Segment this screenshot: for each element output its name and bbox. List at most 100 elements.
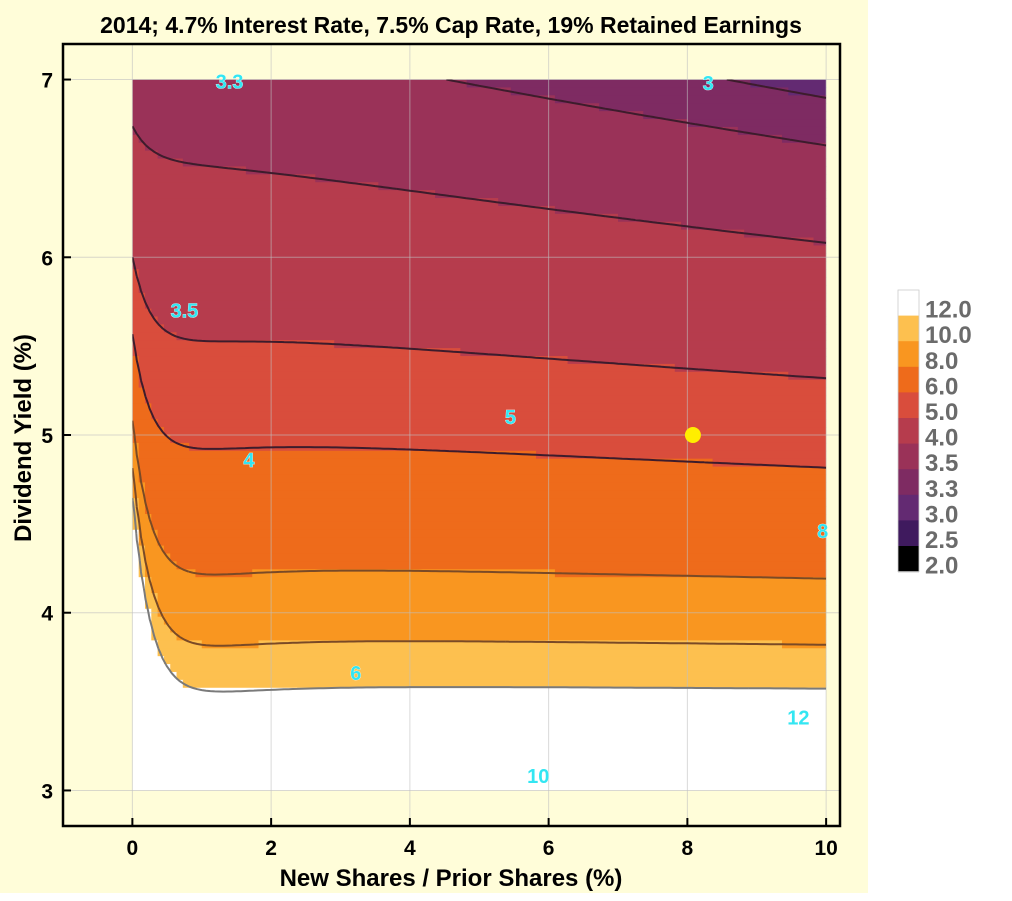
contour-band-cell <box>132 569 140 578</box>
contour-band-cell <box>466 79 752 89</box>
contour-band-cell <box>132 150 159 160</box>
contour-band-cell <box>132 348 461 357</box>
contour-band-cell <box>132 482 146 491</box>
contour-band-cell <box>182 158 827 168</box>
contour-band-cell <box>138 498 146 507</box>
contour-band-cell <box>132 553 140 562</box>
x-tick-label: 0 <box>127 837 139 860</box>
contour-band-cell <box>132 411 152 420</box>
contour-band-cell <box>176 561 827 570</box>
contour-band-cell <box>144 387 827 397</box>
contour-band-cell <box>138 371 789 381</box>
legend-label: 2.5 <box>925 527 958 554</box>
contour-band-cell <box>138 474 827 483</box>
legend-label: 8.0 <box>925 348 958 375</box>
contour-band-cell <box>132 490 146 499</box>
legend-label: 4.0 <box>925 425 958 452</box>
legend-label: 6.0 <box>925 373 958 400</box>
contour-band-cell <box>132 87 512 96</box>
contour-band-cell <box>132 585 146 594</box>
x-tick-label: 6 <box>543 837 555 860</box>
contour-band-cell <box>132 632 152 641</box>
y-axis-label: Dividend Yield (%) <box>10 334 37 542</box>
contour-band-cell <box>132 126 739 136</box>
color-legend: 12.010.08.06.05.04.03.53.33.02.52.0 <box>897 289 972 580</box>
contour-band-cell <box>132 111 644 120</box>
contour-band-cell <box>157 600 827 610</box>
contour-band-cell <box>132 316 159 326</box>
contour-band-cell <box>176 671 827 681</box>
contour-band-cell <box>189 442 827 452</box>
contour-band-cell <box>138 506 146 515</box>
contour-band-cell <box>138 458 714 468</box>
contour-band-cell <box>144 600 159 610</box>
y-tick-label: 3 <box>41 780 53 803</box>
contour-band-cell <box>132 95 556 104</box>
contour-band-cell <box>151 632 178 641</box>
contour-band-cell <box>144 577 152 586</box>
contour-band-cell <box>132 711 827 720</box>
contour-line <box>726 79 827 99</box>
contour-label: 3.5 <box>171 301 199 323</box>
contour-band-cell <box>138 450 537 460</box>
contour-line <box>132 420 827 580</box>
legend-swatch <box>898 494 919 521</box>
contour-band-cell <box>144 300 827 310</box>
contour-band-cell <box>144 561 178 570</box>
contour-band-cell <box>132 103 600 112</box>
contour-labels: 3.3 3 3.5 4 5 6 8 10 12 <box>170 71 828 789</box>
contour-band-cell <box>315 174 827 183</box>
contour-band-cell <box>176 332 827 341</box>
contour-band-cell <box>132 466 140 476</box>
contour-band-cell <box>132 592 146 602</box>
contour-band-cell <box>334 340 827 349</box>
contour-band-cell <box>687 119 827 128</box>
contour-band-cell <box>151 624 171 634</box>
contour-band-cell <box>132 679 184 689</box>
contour-band-cell <box>132 427 165 436</box>
contour-band-cell <box>144 592 159 602</box>
contour-band-cell <box>132 656 165 665</box>
legend-swatch <box>898 366 919 393</box>
legend-label: 3.3 <box>925 476 958 503</box>
contour-band-cell <box>132 198 499 207</box>
contour-band-cell <box>132 537 140 547</box>
contour-band-cell <box>138 442 190 452</box>
contour-band-cell <box>132 134 140 144</box>
x-tick-label: 4 <box>404 837 416 860</box>
contour-band-cell <box>151 411 827 420</box>
contour-band-cell <box>132 332 178 341</box>
contour-band-cell <box>132 750 827 760</box>
contour-band-cell <box>132 356 140 365</box>
contour-band-cell <box>132 640 159 649</box>
contour-band-cell <box>132 205 556 215</box>
contour-band-cell <box>138 521 152 531</box>
contour-band-cell <box>132 158 184 168</box>
legend-swatch <box>898 418 919 445</box>
contour-label: 10 <box>527 766 549 788</box>
contour-band-cell <box>712 458 827 468</box>
contour-band-cell <box>132 300 146 310</box>
contour-band-cell <box>144 292 827 302</box>
contour-band-cell <box>170 435 827 444</box>
contour-band-cell <box>151 577 827 586</box>
contour-band-cell <box>138 134 783 144</box>
contour-band-cell <box>144 569 197 578</box>
legend-label: 5.0 <box>925 399 958 426</box>
contour-band-cell <box>132 229 745 239</box>
contour-line <box>132 497 827 693</box>
contour-band-cell <box>132 379 140 389</box>
contour-band-cell <box>435 190 827 199</box>
contour-band-cell <box>554 95 827 104</box>
contour-band-cell <box>138 356 569 365</box>
x-axis: 0 2 4 6 8 10 <box>127 818 838 860</box>
contour-band-cell <box>750 79 827 89</box>
contour-lines <box>132 79 827 693</box>
contour-label: 6 <box>350 663 361 685</box>
contour-band-cell <box>138 529 159 539</box>
contour-band-cell <box>252 569 556 578</box>
legend-label: 3.5 <box>925 450 958 477</box>
contour-band-cell <box>567 356 827 365</box>
contour-band-cell <box>138 545 146 555</box>
